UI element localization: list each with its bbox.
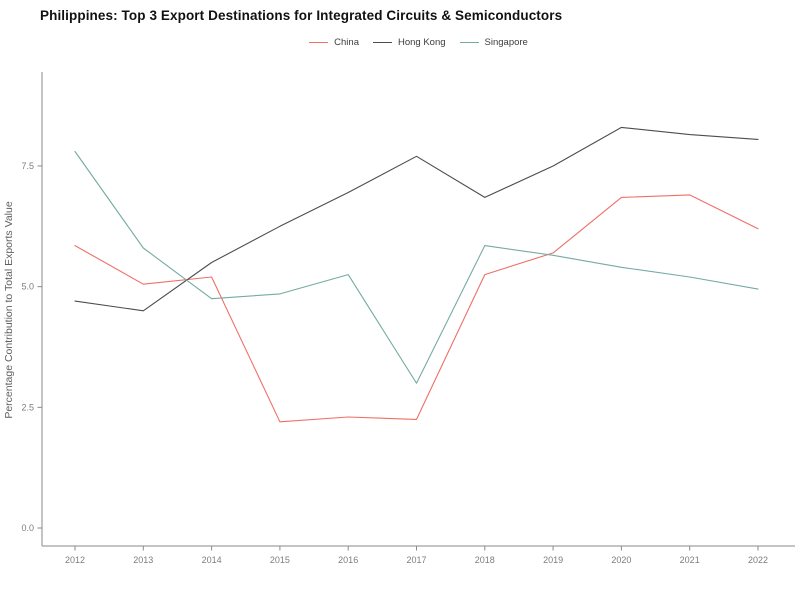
line-hong-kong bbox=[74, 126, 759, 312]
x-tick-label: 2015 bbox=[270, 555, 290, 565]
legend-label: Singapore bbox=[484, 37, 528, 48]
legend-item-singapore: Singapore bbox=[459, 37, 528, 48]
y-tick-label: 0.0 bbox=[21, 523, 34, 533]
x-tick-label: 2019 bbox=[543, 555, 563, 565]
x-tick-label: 2014 bbox=[202, 555, 222, 565]
x-tick-label: 2012 bbox=[65, 555, 85, 565]
legend-line-swatch bbox=[309, 42, 329, 43]
x-tick-label: 2022 bbox=[748, 555, 768, 565]
x-tick-label: 2021 bbox=[680, 555, 700, 565]
y-tick-label: 2.5 bbox=[21, 402, 34, 412]
legend-line-swatch bbox=[459, 42, 479, 43]
y-axis-title: Percentage Contribution to Total Exports… bbox=[3, 201, 15, 418]
line-china bbox=[74, 194, 759, 423]
legend-item-hong-kong: Hong Kong bbox=[372, 37, 446, 48]
y-tick-label: 7.5 bbox=[21, 161, 34, 171]
x-tick-label: 2020 bbox=[611, 555, 631, 565]
x-tick-label: 2016 bbox=[338, 555, 358, 565]
legend-line-swatch bbox=[372, 42, 392, 43]
legend-item-china: China bbox=[309, 37, 359, 48]
y-tick-label: 5.0 bbox=[21, 282, 34, 292]
chart-title: Philippines: Top 3 Export Destinations f… bbox=[40, 8, 563, 23]
chart-legend: China Hong Kong Singapore bbox=[42, 37, 795, 48]
x-tick-label: 2017 bbox=[406, 555, 426, 565]
x-tick-label: 2013 bbox=[133, 555, 153, 565]
line-singapore bbox=[74, 150, 759, 384]
legend-label: China bbox=[334, 37, 359, 48]
legend-label: Hong Kong bbox=[397, 37, 446, 48]
x-tick-label: 2018 bbox=[475, 555, 495, 565]
